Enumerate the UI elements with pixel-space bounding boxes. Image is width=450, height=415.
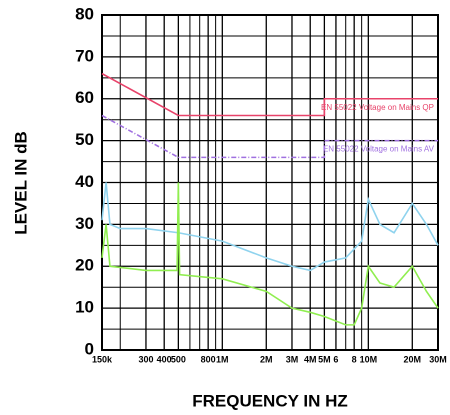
data-line — [101, 182, 439, 272]
y-tick-label: 30 — [75, 214, 94, 233]
limit-line — [101, 114, 438, 159]
limit-label: EN 55022 Voltage on Mains AV — [323, 145, 435, 154]
x-tick-label: 8 — [352, 354, 357, 364]
y-tick-label: 10 — [75, 298, 94, 317]
x-tick-label: 1M — [216, 354, 229, 364]
y-tick-label: 60 — [75, 88, 94, 107]
x-tick-label: 6 — [333, 354, 338, 364]
y-tick-label: 20 — [75, 256, 94, 275]
x-tick-label: 150k — [92, 354, 113, 364]
x-tick-label: 5M — [318, 354, 331, 364]
x-tick-label: 500 — [171, 354, 186, 364]
x-tick-label: 30M — [429, 354, 447, 364]
plot-frame — [101, 14, 439, 351]
x-tick-label: 20M — [404, 354, 422, 364]
x-axis-label: FREQUENCY IN HZ — [192, 391, 348, 410]
y-tick-label: 70 — [75, 46, 94, 65]
x-tick-label: 400 — [157, 354, 172, 364]
x-tick-label: 300 — [138, 354, 153, 364]
y-tick-label: 40 — [75, 172, 94, 191]
limit-line — [101, 72, 438, 117]
limit-label: EN 55022 Voltage on Mains QP — [321, 103, 434, 112]
x-tick-label: 800 — [201, 354, 216, 364]
y-tick-label: 50 — [75, 130, 94, 149]
data-line — [101, 182, 439, 326]
x-tick-label: 4M — [304, 354, 317, 364]
x-tick-label: 3M — [286, 354, 299, 364]
y-tick-label: 0 — [85, 339, 94, 358]
y-tick-label: 80 — [75, 4, 94, 23]
y-axis-label: LEVEL IN dB — [11, 131, 30, 235]
x-tick-label: 2M — [260, 354, 273, 364]
x-tick-label: 10M — [360, 354, 378, 364]
